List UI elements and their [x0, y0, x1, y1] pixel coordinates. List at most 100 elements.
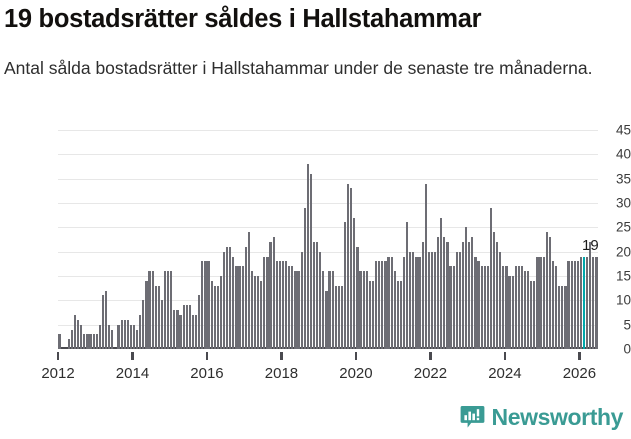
- bar: [536, 256, 539, 349]
- bar: [424, 183, 427, 349]
- bar: [378, 261, 381, 349]
- bar: [163, 271, 167, 349]
- bar-series: [0, 118, 631, 368]
- bar: [455, 251, 458, 349]
- chart-subtitle: Antal sålda bostadsrätter i Hallstahamma…: [4, 58, 593, 78]
- bar: [340, 285, 344, 349]
- bar: [433, 251, 437, 349]
- y-axis-tick-label: 40: [615, 146, 631, 162]
- bar: [343, 222, 347, 349]
- gridline: [58, 178, 598, 180]
- bar: [291, 266, 294, 349]
- bar: [86, 334, 89, 349]
- bar: [443, 237, 446, 349]
- bar: [486, 266, 489, 349]
- bar: [188, 305, 191, 349]
- bar: [316, 241, 319, 349]
- bar: [278, 261, 281, 349]
- bar: [67, 339, 70, 349]
- bar: [288, 266, 291, 349]
- bar: [502, 266, 505, 349]
- y-axis-tick-label: 45: [615, 122, 631, 138]
- bar: [167, 271, 170, 349]
- bar: [576, 261, 579, 349]
- bar: [98, 324, 101, 349]
- bar: [353, 217, 356, 349]
- bar: [101, 295, 105, 349]
- bar: [257, 276, 260, 349]
- bar: [73, 314, 77, 349]
- y-axis-tick-label: 35: [615, 170, 631, 186]
- bar: [83, 334, 86, 349]
- bar: [247, 232, 250, 349]
- bar: [539, 256, 542, 349]
- bar: [126, 319, 129, 349]
- bar: [402, 256, 406, 349]
- bar: [92, 334, 95, 349]
- bar: [496, 241, 499, 349]
- bar: [185, 305, 188, 349]
- bar: [312, 241, 316, 349]
- bar: [406, 222, 409, 349]
- bar: [210, 280, 213, 349]
- bar: [365, 271, 368, 349]
- bar: [415, 256, 418, 349]
- bar: [182, 305, 185, 349]
- bar: [219, 276, 223, 349]
- bar: [409, 251, 412, 349]
- bar: [418, 256, 421, 349]
- bar: [362, 271, 365, 349]
- bar: [229, 246, 232, 349]
- bar: [542, 256, 545, 349]
- bar: [381, 261, 384, 349]
- bar: [592, 256, 595, 349]
- x-axis-tick: [503, 351, 507, 360]
- bar: [508, 276, 511, 349]
- bar: [427, 251, 430, 349]
- bar: [589, 241, 592, 349]
- bar: [356, 246, 359, 349]
- bar: [222, 251, 226, 349]
- bar: [489, 207, 493, 349]
- x-axis-tick-label: 2020: [339, 365, 373, 382]
- bar: [480, 266, 483, 349]
- bar: [452, 266, 455, 349]
- bar: [437, 237, 440, 349]
- bar: [253, 276, 257, 349]
- y-axis-tick-label: 25: [615, 219, 631, 235]
- bar: [368, 280, 371, 349]
- bar: [142, 300, 145, 349]
- bar: [558, 285, 561, 349]
- y-axis-tick-label: 0: [623, 341, 631, 357]
- bar: [570, 261, 573, 349]
- bar: [384, 261, 387, 349]
- bar: [250, 271, 254, 349]
- newsworthy-logo[interactable]: Newsworthy: [460, 404, 623, 431]
- bar: [58, 334, 61, 349]
- y-axis-tick-label: 5: [623, 316, 631, 332]
- y-axis-tick-label: 15: [615, 268, 631, 284]
- gridline: [58, 324, 598, 326]
- bar: [226, 246, 229, 349]
- x-axis-line: [58, 346, 598, 349]
- bar: [464, 227, 468, 349]
- bar: [204, 261, 207, 349]
- bar: [371, 280, 375, 349]
- gridline: [58, 300, 598, 302]
- bar: [145, 280, 148, 349]
- gridline: [58, 276, 598, 277]
- plot-area: 0 5 10 15 20 25 30 35 40 45 2012 2014 2016 2018 2020 2…: [0, 118, 631, 382]
- bar: [139, 314, 142, 349]
- bar: [579, 256, 583, 349]
- bar: [154, 285, 157, 349]
- bar: [499, 251, 502, 349]
- bar: [350, 188, 353, 349]
- bar: [483, 266, 486, 349]
- bar: [533, 280, 536, 349]
- bar: [309, 173, 313, 349]
- bar: [561, 285, 564, 349]
- bar: [136, 329, 139, 349]
- x-axis-tick-label: 2026: [562, 365, 597, 382]
- bar: [77, 319, 80, 349]
